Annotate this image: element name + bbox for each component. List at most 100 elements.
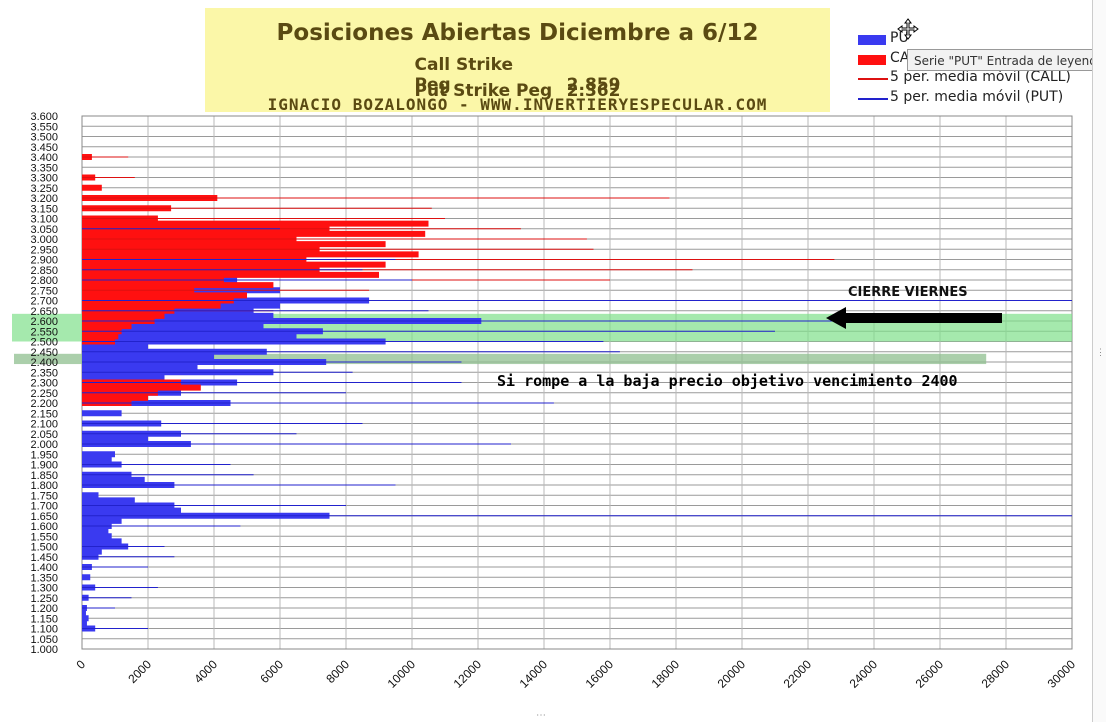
y-tick-label: 1.100: [30, 624, 58, 636]
put-bar: [82, 456, 112, 463]
y-tick-label: 2.000: [30, 439, 58, 451]
put-peg-label: Put Strike Peg: [414, 81, 553, 101]
call-peg-value: 2.859: [566, 75, 621, 95]
y-tick-label: 3.150: [30, 203, 58, 215]
y-tick-label: 2.800: [30, 275, 58, 287]
put-bar: [82, 323, 264, 330]
put-swatch: [858, 35, 886, 45]
call-bar: [82, 251, 419, 258]
x-tick-label: 4000: [191, 657, 220, 686]
y-tick-label: 1.150: [30, 613, 58, 625]
call-strike-peg: Call Strike Peg 2.859: [205, 55, 830, 95]
y-tick-label: 1.500: [30, 542, 58, 554]
arrow-left-icon: [826, 307, 846, 329]
call-bar: [82, 184, 102, 191]
annotation-cierre-viernes: CIERRE VIERNES: [848, 285, 968, 300]
y-tick-label: 2.750: [30, 285, 58, 297]
call-bar: [82, 302, 221, 309]
y-tick-label: 2.400: [30, 357, 58, 369]
resize-grip-icon[interactable]: ⋮: [1096, 347, 1105, 357]
ma-call-swatch: [858, 78, 888, 80]
y-tick-label: 1.350: [30, 572, 58, 584]
put-bar: [82, 574, 91, 581]
put-bar: [82, 492, 99, 499]
y-axis-labels: 3.6003.5503.5003.4503.4003.3503.3003.250…: [30, 111, 58, 656]
put-bar: [82, 476, 145, 483]
x-tick-label: 14000: [517, 657, 551, 691]
call-bar: [82, 333, 119, 340]
y-tick-label: 1.800: [30, 480, 58, 492]
legend-tooltip: Serie "PUT" Entrada de leyenda: [907, 49, 1106, 71]
y-tick-label: 1.950: [30, 449, 58, 461]
y-tick-label: 2.300: [30, 378, 58, 390]
x-tick-label: 30000: [1045, 657, 1079, 691]
ma-put-swatch: [858, 98, 888, 100]
put-bar: [82, 528, 109, 535]
x-tick-label: 28000: [979, 657, 1013, 691]
put-bar: [82, 507, 181, 514]
y-tick-label: 3.450: [30, 142, 58, 154]
legend-label-ma-call: 5 per. media móvil (CALL): [890, 69, 1071, 85]
y-tick-label: 2.900: [30, 255, 58, 267]
y-tick-label: 1.050: [30, 634, 58, 646]
put-bar: [82, 364, 198, 371]
put-bar: [82, 610, 86, 617]
put-bar: [82, 451, 115, 458]
x-tick-label: 16000: [583, 657, 617, 691]
call-peg-label: Call Strike Peg: [414, 55, 514, 95]
y-tick-label: 2.200: [30, 398, 58, 410]
y-tick-label: 3.500: [30, 132, 58, 144]
bottom-grip-icon[interactable]: ⋯: [536, 710, 546, 721]
put-strike-peg: Put Strike Peg 2.362: [205, 81, 830, 101]
call-swatch: [858, 55, 886, 65]
chart-title: Posiciones Abiertas Diciembre a 6/12: [276, 20, 759, 46]
y-tick-label: 2.950: [30, 244, 58, 256]
call-bar: [82, 241, 386, 248]
put-bar: [82, 343, 148, 350]
put-bar: [82, 533, 112, 540]
y-tick-label: 2.500: [30, 337, 58, 349]
title-box: Posiciones Abiertas Diciembre a 6/12 Cal…: [205, 8, 830, 114]
y-tick-label: 3.550: [30, 121, 58, 133]
annotation-target: Si rompe a la baja precio objetivo venci…: [497, 372, 958, 390]
y-tick-label: 1.650: [30, 511, 58, 523]
y-tick-label: 1.000: [30, 644, 58, 656]
call-bar: [82, 384, 201, 391]
put-bar: [82, 548, 102, 555]
x-tick-label: 18000: [649, 657, 683, 691]
put-bar: [82, 333, 297, 340]
put-bar: [82, 435, 148, 442]
call-bar: [82, 394, 148, 401]
y-tick-label: 3.000: [30, 234, 58, 246]
window-edge: [1092, 0, 1106, 722]
legend-label-call: CA: [890, 50, 910, 66]
ma-put-series: [82, 228, 1072, 629]
legend-label-ma-put: 5 per. media móvil (PUT): [890, 89, 1064, 105]
call-bar: [82, 261, 386, 268]
y-tick-label: 3.200: [30, 193, 58, 205]
call-bar: [82, 312, 165, 319]
x-tick-label: 2000: [125, 657, 154, 686]
put-bar: [82, 410, 122, 417]
author-banner: IGNACIO BOZALONGO - WWW.INVERTIERYESPECU…: [267, 95, 768, 114]
x-tick-label: 10000: [385, 657, 419, 691]
put-bar: [82, 517, 122, 524]
y-tick-label: 3.300: [30, 173, 58, 185]
y-tick-label: 1.550: [30, 531, 58, 543]
y-tick-label: 2.650: [30, 306, 58, 318]
y-tick-label: 1.400: [30, 562, 58, 574]
y-tick-label: 1.300: [30, 583, 58, 595]
x-tick-label: 22000: [781, 657, 815, 691]
put-bar: [82, 497, 135, 504]
y-tick-label: 2.600: [30, 316, 58, 328]
y-tick-label: 1.200: [30, 603, 58, 615]
move-cursor-icon: [897, 18, 919, 40]
chart-legend[interactable]: PU CA 5 per. media móvil (CALL) 5 per. m…: [856, 26, 1106, 112]
x-tick-label: 12000: [451, 657, 485, 691]
y-tick-label: 2.850: [30, 265, 58, 277]
x-tick-label: 24000: [847, 657, 881, 691]
y-tick-label: 1.450: [30, 552, 58, 564]
legend-label-put: PU: [890, 30, 909, 46]
call-bar: [82, 292, 247, 299]
y-tick-label: 2.350: [30, 367, 58, 379]
